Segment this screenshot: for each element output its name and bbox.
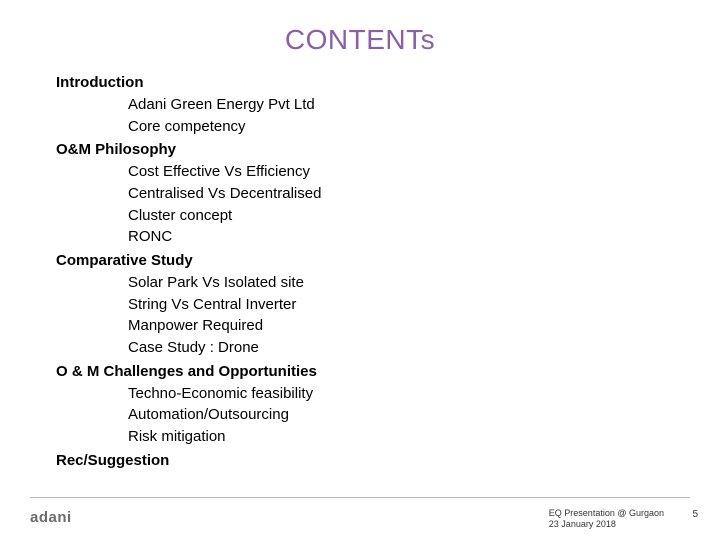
contents-outline: Introduction Adani Green Energy Pvt Ltd …	[56, 70, 616, 472]
outline-item: RONC	[128, 226, 616, 248]
page-number: 5	[692, 509, 698, 520]
outline-item: String Vs Central Inverter	[128, 294, 616, 316]
outline-item: Adani Green Energy Pvt Ltd	[128, 94, 616, 116]
footer-line-1: EQ Presentation @ Gurgaon	[549, 508, 664, 519]
outline-item: Manpower Required	[128, 315, 616, 337]
outline-item: Cost Effective Vs Efficiency	[128, 161, 616, 183]
section-heading: Comparative Study	[56, 250, 616, 272]
outline-item: Core competency	[128, 116, 616, 138]
outline-item: Cluster concept	[128, 205, 616, 227]
slide-title: CONTENTs	[0, 24, 720, 56]
section-heading: Rec/Suggestion	[56, 450, 616, 472]
outline-item: Solar Park Vs Isolated site	[128, 272, 616, 294]
footer-divider	[30, 497, 690, 498]
section-heading: O&M Philosophy	[56, 139, 616, 161]
section-heading: Introduction	[56, 72, 616, 94]
outline-item: Automation/Outsourcing	[128, 404, 616, 426]
footer-line-2: 23 January 2018	[549, 519, 664, 530]
section-heading: O & M Challenges and Opportunities	[56, 361, 616, 383]
outline-item: Centralised Vs Decentralised	[128, 183, 616, 205]
outline-item: Case Study : Drone	[128, 337, 616, 359]
slide: CONTENTs Introduction Adani Green Energy…	[0, 0, 720, 540]
company-logo: adani	[30, 509, 72, 526]
footer-text: EQ Presentation @ Gurgaon 23 January 201…	[549, 508, 664, 531]
outline-item: Techno-Economic feasibility	[128, 383, 616, 405]
outline-item: Risk mitigation	[128, 426, 616, 448]
